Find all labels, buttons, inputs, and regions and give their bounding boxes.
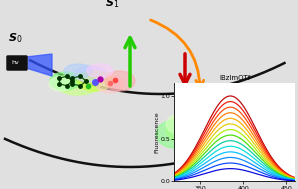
Ellipse shape — [55, 73, 100, 95]
Ellipse shape — [77, 71, 113, 91]
Ellipse shape — [96, 75, 124, 93]
Ellipse shape — [156, 120, 194, 148]
Ellipse shape — [87, 64, 113, 78]
FancyArrowPatch shape — [150, 20, 204, 88]
Text: S$_0$: S$_0$ — [8, 31, 22, 45]
FancyBboxPatch shape — [7, 56, 27, 70]
Ellipse shape — [196, 106, 234, 128]
Ellipse shape — [74, 66, 106, 82]
Ellipse shape — [232, 121, 258, 141]
Ellipse shape — [105, 71, 135, 91]
Ellipse shape — [166, 114, 194, 134]
Ellipse shape — [223, 112, 253, 136]
Y-axis label: Fluorescence: Fluorescence — [154, 112, 159, 153]
Ellipse shape — [50, 72, 80, 90]
Polygon shape — [26, 54, 52, 76]
Ellipse shape — [64, 64, 92, 78]
Text: 30°: 30° — [230, 112, 246, 121]
Text: S$_1$: S$_1$ — [105, 0, 119, 10]
Ellipse shape — [212, 123, 244, 145]
Ellipse shape — [190, 123, 230, 151]
Title: IBzImOTf: IBzImOTf — [219, 75, 250, 81]
Text: hv: hv — [11, 60, 19, 65]
Ellipse shape — [166, 112, 218, 146]
Ellipse shape — [207, 115, 243, 143]
Ellipse shape — [49, 77, 71, 91]
Ellipse shape — [181, 108, 215, 126]
